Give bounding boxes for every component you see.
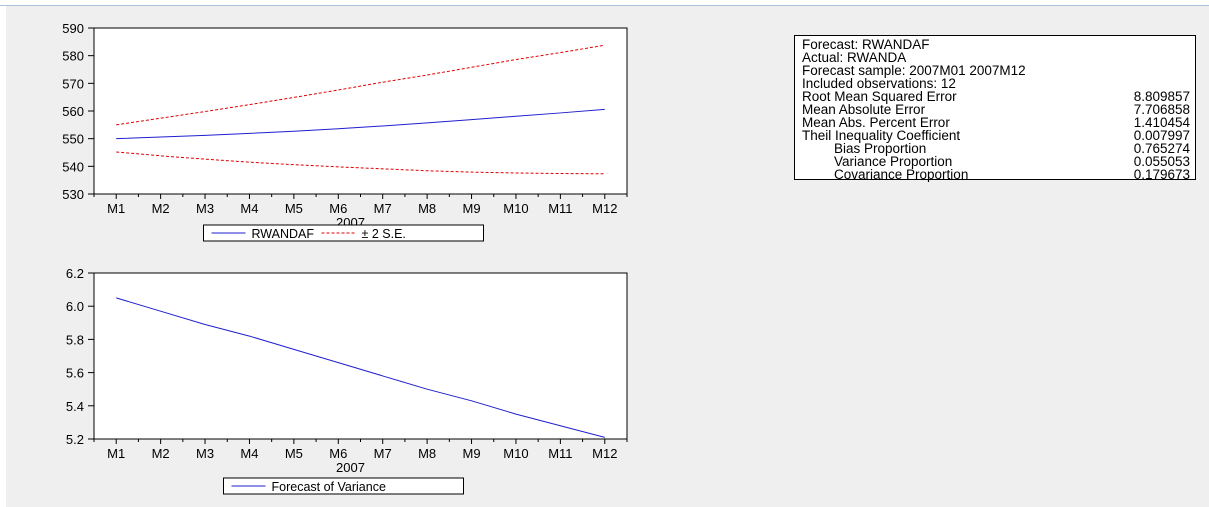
stats-row-label: Root Mean Squared Error xyxy=(802,89,957,104)
legend-label: RWANDAF xyxy=(252,227,315,241)
x-tick-label: M8 xyxy=(418,201,436,216)
stats-row-rmse: Root Mean Squared Error 8.809857 xyxy=(802,89,1190,104)
stats-row-value: 7.706858 xyxy=(1133,102,1190,117)
stats-row-value: 1.410454 xyxy=(1133,115,1190,130)
x-tick-label: M12 xyxy=(592,201,617,216)
plot-area xyxy=(93,272,628,440)
x-tick-label: M6 xyxy=(329,201,347,216)
stats-row-value: 0.007997 xyxy=(1133,128,1190,143)
stats-forecast-line: Forecast: RWANDAF xyxy=(802,37,930,52)
stats-row-label: Covariance Proportion xyxy=(834,167,969,182)
forecast-chart: 530 540 550 560 570 580 590 M1 M2 M3 M4 M5 M6 M7 M8 M9 M… xyxy=(62,21,628,242)
stats-row-mape: Mean Abs. Percent Error 1.410454 xyxy=(802,115,1190,130)
x-tick-label: M9 xyxy=(463,446,481,461)
stats-row-label: Mean Abs. Percent Error xyxy=(802,115,950,130)
x-tick-label: M3 xyxy=(196,201,214,216)
y-tick-label: 5.2 xyxy=(66,432,84,447)
series-line xyxy=(116,44,605,126)
y-tick-label: 560 xyxy=(62,104,84,119)
forecast-statistics-box: Forecast: RWANDAF Actual: RWANDA Forecas… xyxy=(794,35,1196,182)
x-tick-label: M11 xyxy=(548,201,572,216)
plot-area xyxy=(93,27,628,195)
x-tick-label: M5 xyxy=(285,201,303,216)
x-tick-label: M12 xyxy=(592,446,617,461)
x-tick-label: M8 xyxy=(418,446,436,461)
stats-observations-line: Included observations: 12 xyxy=(802,76,956,91)
stats-row-theil: Theil Inequality Coefficient 0.007997 xyxy=(802,128,1190,143)
y-tick-label: 580 xyxy=(62,49,84,64)
x-tick-label: M5 xyxy=(285,446,303,461)
y-tick-label: 540 xyxy=(62,159,84,174)
x-tick-label: M10 xyxy=(503,446,528,461)
x-tick-label: M9 xyxy=(463,201,481,216)
y-tick-label: 6.0 xyxy=(66,299,84,314)
variance-chart: 5.2 5.4 5.6 5.8 6.0 6.2 M1 M2 M3 M4 M5 M6 M7 M8 M9 M10 M… xyxy=(66,266,628,495)
stats-row-label: Theil Inequality Coefficient xyxy=(802,128,961,143)
legend-label: ± 2 S.E. xyxy=(362,227,406,241)
y-tick-label: 6.2 xyxy=(66,266,84,281)
legend-box xyxy=(223,477,464,495)
stats-row-bias: Bias Proportion 0.765274 xyxy=(802,141,1190,156)
x-tick-label: M10 xyxy=(503,201,528,216)
stats-row-value: 0.179673 xyxy=(1133,167,1190,182)
stats-row-value: 0.055053 xyxy=(1133,154,1190,169)
stats-row-label: Bias Proportion xyxy=(834,141,927,156)
stats-row-label: Variance Proportion xyxy=(834,154,953,169)
stats-row-mae: Mean Absolute Error 7.706858 xyxy=(802,102,1190,117)
output-panel: 530 540 550 560 570 580 590 M1 M2 M3 M4 M5 M6 M7 M8 M9 M… xyxy=(6,6,1209,507)
legend-label: Forecast of Variance xyxy=(272,480,386,494)
y-tick-label: 570 xyxy=(62,76,84,91)
x-tick-label: M3 xyxy=(196,446,214,461)
x-axis-caption: 2007 xyxy=(336,460,365,475)
y-tick-label: 5.4 xyxy=(66,399,84,414)
series-line xyxy=(116,108,605,140)
y-tick-label: 5.8 xyxy=(66,332,84,347)
x-tick-label: M6 xyxy=(329,446,347,461)
x-tick-label: M4 xyxy=(240,201,258,216)
x-tick-label: M1 xyxy=(107,201,125,216)
x-tick-label: M4 xyxy=(240,446,258,461)
series-line xyxy=(116,297,605,438)
top-border xyxy=(0,0,1209,6)
stats-row-variance: Variance Proportion 0.055053 xyxy=(802,154,1190,169)
stats-sample-line: Forecast sample: 2007M01 2007M12 xyxy=(802,63,1026,78)
x-tick-label: M11 xyxy=(548,446,572,461)
y-tick-label: 550 xyxy=(62,132,84,147)
x-tick-label: M2 xyxy=(152,446,170,461)
stats-row-value: 0.765274 xyxy=(1133,141,1190,156)
stats-row-label: Mean Absolute Error xyxy=(802,102,926,117)
y-tick-label: 530 xyxy=(62,187,84,202)
x-tick-label: M1 xyxy=(107,446,125,461)
x-tick-label: M7 xyxy=(374,201,392,216)
stats-actual-line: Actual: RWANDA xyxy=(802,50,907,65)
series-line xyxy=(116,151,605,175)
forecast-charts: 530 540 550 560 570 580 590 M1 M2 M3 M4 M5 M6 M7 M8 M9 M… xyxy=(62,21,628,495)
y-tick-label: 590 xyxy=(62,21,84,36)
stats-row-value: 8.809857 xyxy=(1133,89,1190,104)
x-tick-label: M2 xyxy=(152,201,170,216)
y-tick-label: 5.6 xyxy=(66,366,84,381)
x-tick-label: M7 xyxy=(374,446,392,461)
stats-row-covariance: Covariance Proportion 0.179673 xyxy=(802,167,1190,182)
